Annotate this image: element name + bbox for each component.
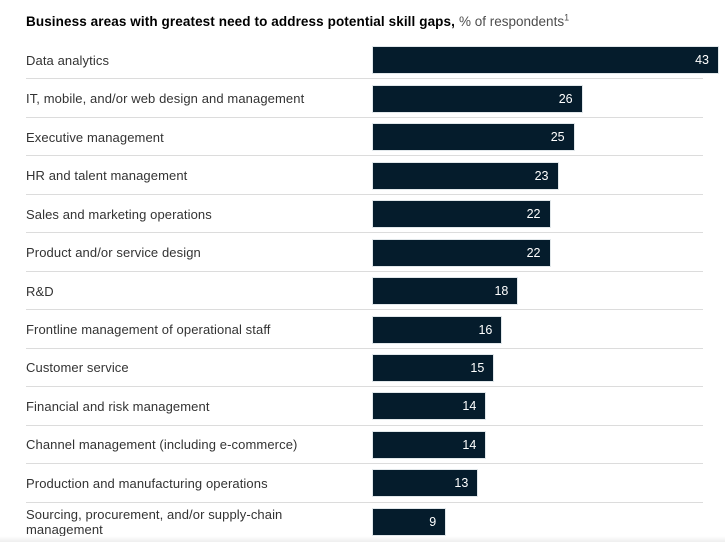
- bar-value-label: 26: [558, 91, 573, 106]
- bar: 13: [373, 470, 478, 497]
- bar-area: 18: [373, 278, 725, 305]
- category-label: Product and/or service design: [26, 245, 201, 261]
- category-label: Sales and marketing operations: [26, 206, 212, 222]
- bar: 22: [373, 201, 550, 228]
- window-bottom-edge: [0, 536, 725, 542]
- chart-subtitle-text: % of respondents: [459, 14, 565, 29]
- bar-area: 14: [373, 393, 725, 420]
- chart-row: Channel management (including e-commerce…: [26, 426, 725, 465]
- category-label: Frontline management of operational staf…: [26, 322, 271, 338]
- bar-value-label: 43: [695, 53, 709, 68]
- bar-area: 22: [373, 201, 725, 228]
- bar-value-label: 14: [462, 399, 477, 414]
- chart-row: Sourcing, procurement, and/or supply-cha…: [26, 503, 725, 541]
- bar: 23: [373, 162, 558, 189]
- bar-area: 22: [373, 239, 725, 266]
- bar-area: 26: [373, 85, 725, 112]
- bar-area: 43: [373, 47, 725, 74]
- bar-chart: Data analytics 43 IT, mobile, and/or web…: [26, 41, 725, 541]
- chart-row: HR and talent management 23: [26, 156, 725, 196]
- category-label: Customer service: [26, 360, 129, 376]
- bar-area: 23: [373, 162, 725, 189]
- bar: 9: [373, 508, 446, 535]
- bar-value-label: 14: [462, 437, 477, 452]
- bar: 18: [373, 278, 518, 305]
- bar: 14: [373, 431, 486, 458]
- chart-row: Frontline management of operational staf…: [26, 310, 725, 350]
- chart-row: R&D 18: [26, 272, 725, 311]
- bar: 14: [373, 393, 486, 420]
- bar-value-label: 13: [454, 476, 469, 491]
- bar: 22: [373, 239, 550, 266]
- category-label: HR and talent management: [26, 168, 188, 184]
- footnote-marker: 1: [564, 12, 570, 23]
- bar: 15: [373, 354, 494, 381]
- bar-value-label: 25: [550, 130, 565, 145]
- category-label: R&D: [26, 283, 54, 299]
- bar: 25: [373, 124, 574, 151]
- chart-title-bold: Business areas with greatest need to add…: [26, 14, 455, 29]
- bar-area: 16: [373, 316, 725, 343]
- category-label: Financial and risk management: [26, 398, 210, 414]
- bar-value-label: 16: [478, 322, 493, 337]
- chart-row: Product and/or service design 22: [26, 233, 725, 273]
- chart-row: Sales and marketing operations 22: [26, 195, 725, 234]
- bar: 16: [373, 316, 502, 343]
- chart-row: Executive management 25: [26, 118, 725, 157]
- category-label: Production and manufacturing operations: [26, 475, 268, 491]
- chart-row: Financial and risk management 14: [26, 387, 725, 427]
- bar-value-label: 9: [429, 514, 437, 529]
- category-label: Channel management (including e-commerce…: [26, 437, 298, 453]
- bar-value-label: 18: [494, 284, 509, 299]
- category-label: Sourcing, procurement, and/or supply-cha…: [26, 506, 283, 537]
- category-label: Data analytics: [26, 52, 110, 68]
- bar-area: 14: [373, 431, 725, 458]
- category-label: Executive management: [26, 129, 164, 145]
- bar-area: 13: [373, 470, 725, 497]
- bar-value-label: 23: [534, 168, 549, 183]
- chart-row: Production and manufacturing operations …: [26, 464, 725, 504]
- bar-value-label: 15: [470, 360, 485, 375]
- bar: 26: [373, 85, 582, 112]
- chart-title: Business areas with greatest need to add…: [0, 0, 725, 30]
- category-label: IT, mobile, and/or web design and manage…: [26, 91, 305, 107]
- bar-area: 15: [373, 354, 725, 381]
- bar-area: 9: [373, 508, 725, 535]
- bar-area: 25: [373, 124, 725, 151]
- bar-value-label: 22: [526, 245, 541, 260]
- chart-row: IT, mobile, and/or web design and manage…: [26, 79, 725, 119]
- chart-subtitle: % of respondents1: [459, 12, 570, 29]
- chart-row: Customer service 15: [26, 349, 725, 388]
- chart-row: Data analytics 43: [26, 41, 725, 80]
- bar: 43: [373, 47, 718, 74]
- bar-value-label: 22: [526, 207, 541, 222]
